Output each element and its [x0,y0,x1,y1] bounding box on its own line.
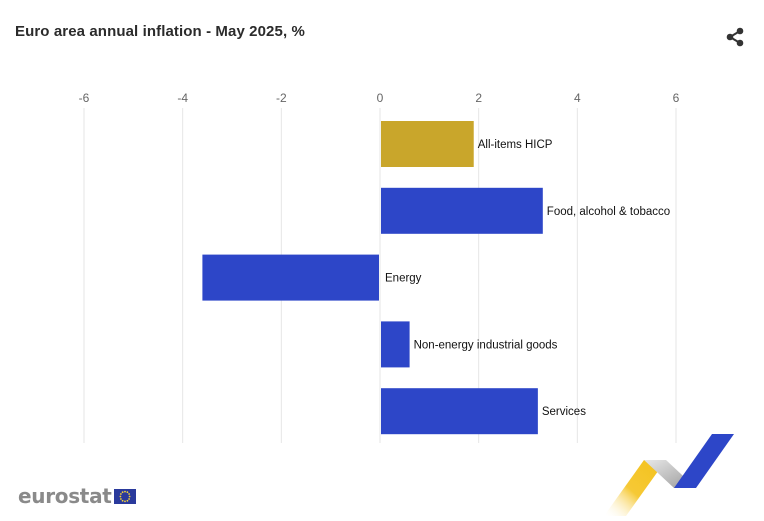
brand-name: eurostat [18,484,112,508]
bar [381,187,543,234]
bar-category-label: Food, alcohol & tobacco [547,206,670,218]
eu-flag-icon [113,488,136,504]
x-tick-label: -2 [276,91,287,105]
gridlines [83,108,677,443]
bars [202,121,543,435]
decorative-swoosh [604,434,734,516]
bar-category-label: All-items HICP [478,139,553,151]
x-axis-ticks: -6 -4 -2 0 2 4 6 [79,91,680,105]
bar [381,121,474,167]
chart-title: Euro area annual inflation - May 2025, % [15,23,305,40]
x-tick-label: 2 [475,91,482,105]
bar [381,388,538,435]
share-button[interactable] [722,24,748,50]
eurostat-logo: eurostat [18,486,136,506]
x-tick-label: 4 [574,91,581,105]
share-icon [726,27,744,47]
bar-labels: All-items HICP Food, alcohol & tobacco Ene… [385,139,670,418]
x-tick-label: -4 [177,91,188,105]
x-tick-label: 0 [377,91,384,105]
bar [202,254,379,301]
bar-category-label: Non-energy industrial goods [414,339,558,351]
x-tick-label: -6 [79,91,90,105]
bar [381,321,410,368]
bar-category-label: Services [542,406,586,418]
bar-category-label: Energy [385,273,422,285]
x-tick-label: 6 [673,91,680,105]
